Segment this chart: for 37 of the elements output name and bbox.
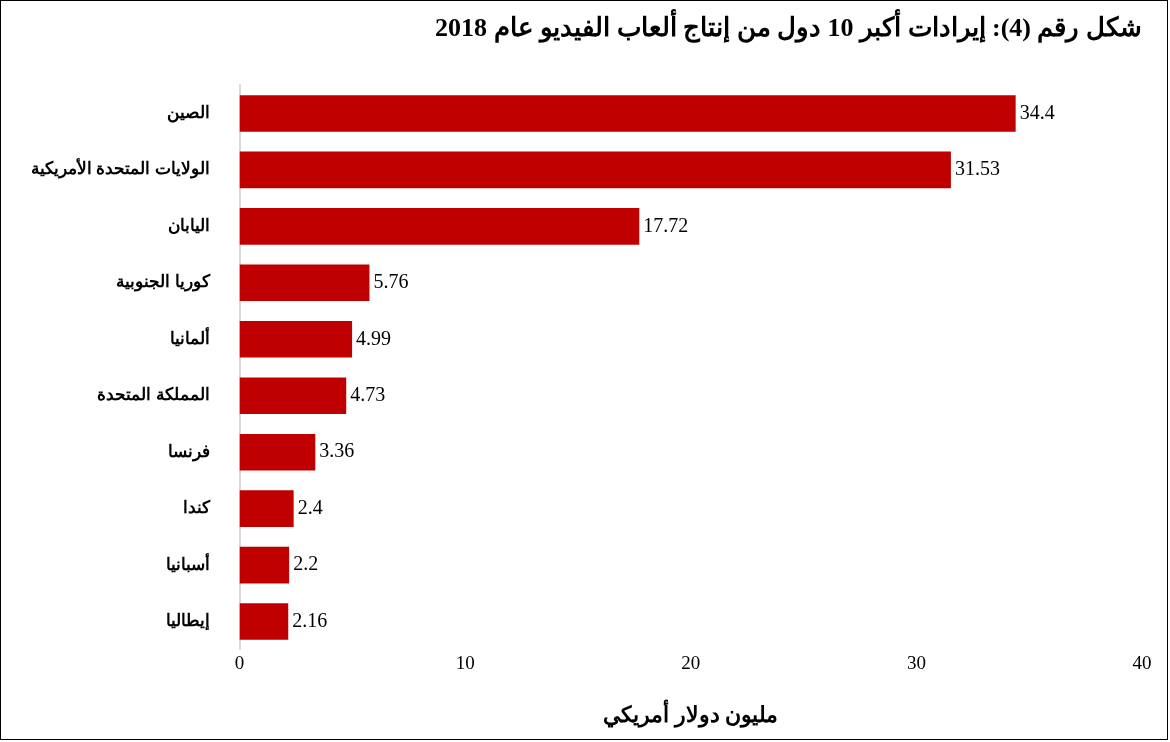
x-axis-title: مليون دولار أمريكي	[603, 699, 779, 729]
data-label: 2.2	[293, 552, 319, 575]
x-tick-label: 30	[906, 652, 926, 674]
y-tick-label: فرنسا	[167, 441, 210, 462]
y-tick-label: كندا	[182, 498, 211, 518]
y-tick-label: كوريا الجنوبية	[116, 272, 211, 293]
data-label: 4.73	[350, 382, 386, 405]
y-tick-label: الصين	[166, 102, 210, 123]
bar	[239, 264, 370, 302]
y-tick-label: المملكة المتحدة	[97, 385, 210, 405]
chart-title: شكل رقم (4): إيرادات أكبر 10 دول من إنتاج ألعاب الفيديو عام 2018	[435, 9, 1142, 44]
bar	[239, 433, 316, 471]
data-label: 2.4	[297, 495, 323, 518]
data-label: 31.53	[954, 157, 1000, 180]
bar	[239, 320, 353, 358]
y-tick-label: الولايات المتحدة الأمريكية	[31, 157, 210, 180]
bar	[239, 546, 290, 584]
bar	[239, 603, 289, 640]
bar	[239, 490, 294, 527]
data-label: 17.72	[643, 213, 689, 236]
x-tick-label: 10	[455, 652, 475, 674]
data-label: 3.36	[319, 439, 355, 462]
data-label: 5.76	[373, 270, 409, 293]
data-label: 34.4	[1019, 100, 1055, 123]
x-tick-label: 40	[1132, 652, 1152, 674]
bar	[239, 151, 951, 189]
x-tick-label: 20	[681, 652, 701, 674]
bar	[239, 95, 1016, 132]
data-label: 2.16	[292, 608, 328, 631]
y-tick-label: إيطاليا	[165, 610, 210, 631]
bar	[239, 208, 640, 245]
data-label: 4.99	[356, 326, 392, 349]
y-tick-label: اليابان	[167, 215, 210, 235]
bar	[239, 377, 347, 415]
y-tick-label: ألمانيا	[169, 325, 210, 348]
y-tick-label: أسبانيا	[165, 551, 210, 574]
x-tick-label: 0	[234, 652, 245, 674]
